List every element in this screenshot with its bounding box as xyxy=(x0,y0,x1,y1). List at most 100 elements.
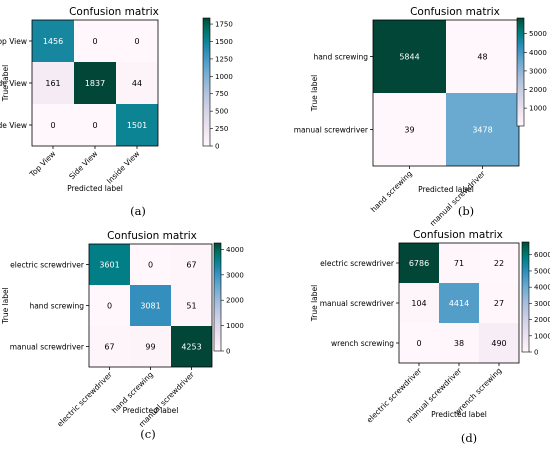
confusion-matrix-panel: Confusion matrix 1456 0 0 161 1837 44 0 0 1501 Top… xyxy=(0,6,233,218)
matrix-cell xyxy=(116,104,158,146)
colorbar-tick-label: 1000 xyxy=(226,322,244,330)
colorbar-tick-label: 2000 xyxy=(529,86,547,94)
cell-value-label: 44 xyxy=(132,79,142,88)
matrix-cell xyxy=(479,323,519,363)
cell-value-label: 48 xyxy=(477,53,487,62)
matrix-cell xyxy=(399,243,439,283)
cell-value-label: 0 xyxy=(148,261,153,270)
x-tick-label: Inside View xyxy=(105,149,141,185)
colorbar-tick-label: 1500 xyxy=(215,38,233,46)
subfigure-caption: (c) xyxy=(140,427,155,441)
matrix-cell xyxy=(439,323,479,363)
matrix-cell xyxy=(479,243,519,283)
y-tick-label: Side View xyxy=(0,79,27,88)
colorbar xyxy=(213,242,222,352)
y-axis-label: True label xyxy=(310,285,319,322)
cell-value-label: 1501 xyxy=(127,121,147,130)
matrix-cell xyxy=(32,62,74,104)
colorbar-tick-label: 2000 xyxy=(534,316,550,324)
colorbar-tick-label: 4000 xyxy=(529,49,547,57)
colorbar-tick-label: 1750 xyxy=(215,21,233,29)
colorbar-tick-label: 4000 xyxy=(534,284,550,292)
y-tick-label: manual screwdriver xyxy=(294,126,369,135)
cell-value-label: 4414 xyxy=(449,299,469,308)
y-tick-label: Top View xyxy=(0,37,27,46)
y-tick-label: manual screwdriver xyxy=(10,343,85,352)
x-tick-label: electric screwdriver xyxy=(55,369,114,428)
cell-value-label: 38 xyxy=(454,339,464,348)
matrix-cell xyxy=(130,285,171,326)
cell-value-label: 1456 xyxy=(43,37,63,46)
colorbar-tick-label: 3000 xyxy=(529,67,547,75)
matrix-cell xyxy=(446,20,519,93)
colorbar-tick-label: 250 xyxy=(215,125,228,133)
colorbar-tick-label: 1000 xyxy=(529,105,547,113)
matrix-cell xyxy=(89,285,130,326)
colorbar-tick-label: 1250 xyxy=(215,55,233,63)
matrix-cell xyxy=(439,283,479,323)
confusion-matrix-panel: Confusion matrix 5844 48 39 3478 hand screwin… xyxy=(294,6,547,228)
matrix-cell xyxy=(32,20,74,62)
cell-value-label: 51 xyxy=(186,302,196,311)
confusion-matrix-panel: Confusion matrix 3601 0 67 0 3081 51 67 99 4253 el… xyxy=(1,230,244,441)
colorbar-tick-label: 3000 xyxy=(226,271,244,279)
cell-value-label: 3081 xyxy=(140,302,160,311)
x-tick-label: hand screwing xyxy=(369,169,414,214)
colorbar-tick-label: 2000 xyxy=(226,297,244,305)
subfigure-caption: (b) xyxy=(458,204,474,218)
colorbar-tick-label: 0 xyxy=(215,143,219,151)
matrix-cell xyxy=(32,104,74,146)
y-tick-label: hand screwing xyxy=(29,302,84,311)
matrix-cell xyxy=(399,323,439,363)
chart-title: Confusion matrix xyxy=(413,229,503,241)
colorbar xyxy=(521,241,530,353)
y-axis-label: True label xyxy=(1,287,10,324)
chart-title: Confusion matrix xyxy=(69,6,159,18)
x-axis-label: Predicted label xyxy=(418,185,474,194)
matrix-cell xyxy=(89,244,130,285)
matrix-cell xyxy=(116,62,158,104)
cell-value-label: 0 xyxy=(107,302,112,311)
cell-value-label: 67 xyxy=(104,343,114,352)
cell-value-label: 71 xyxy=(454,259,464,268)
y-axis-label: True label xyxy=(310,75,319,112)
cell-value-label: 5844 xyxy=(399,53,419,62)
cell-value-label: 0 xyxy=(92,37,97,46)
cell-value-label: 0 xyxy=(50,121,55,130)
matrix-cell xyxy=(479,283,519,323)
y-tick-label: hand screwing xyxy=(313,53,368,62)
colorbar-tick-label: 500 xyxy=(215,108,228,116)
y-tick-label: electric screwdriver xyxy=(320,259,395,268)
cell-value-label: 3601 xyxy=(99,261,119,270)
colorbar xyxy=(202,17,211,147)
matrix-cell xyxy=(373,20,446,93)
y-tick-label: Inside View xyxy=(0,121,27,130)
y-tick-label: electric screwdriver xyxy=(10,261,85,270)
colorbar-tick-label: 1000 xyxy=(534,332,550,340)
subfigure-caption: (d) xyxy=(461,431,477,445)
colorbar-tick-label: 0 xyxy=(226,348,230,356)
colorbar-tick-label: 750 xyxy=(215,90,228,98)
cell-value-label: 99 xyxy=(145,343,155,352)
cell-value-label: 22 xyxy=(494,259,504,268)
cell-value-label: 0 xyxy=(134,37,139,46)
matrix-cell xyxy=(171,244,212,285)
x-axis-label: Predicted label xyxy=(67,184,123,193)
cell-value-label: 39 xyxy=(404,126,414,135)
cell-value-label: 0 xyxy=(416,339,421,348)
x-axis-label: Predicted label xyxy=(123,406,179,415)
cell-value-label: 6786 xyxy=(409,259,429,268)
matrix-cell xyxy=(74,62,116,104)
cell-value-label: 104 xyxy=(411,299,426,308)
cell-value-label: 0 xyxy=(92,121,97,130)
cell-value-label: 27 xyxy=(494,299,504,308)
matrix-cell xyxy=(89,326,130,367)
matrix-cell xyxy=(130,244,171,285)
matrix-cell xyxy=(74,104,116,146)
x-tick-label: Top View xyxy=(27,149,57,179)
colorbar xyxy=(516,17,525,127)
cell-value-label: 1837 xyxy=(85,79,105,88)
matrix-cell xyxy=(130,326,171,367)
